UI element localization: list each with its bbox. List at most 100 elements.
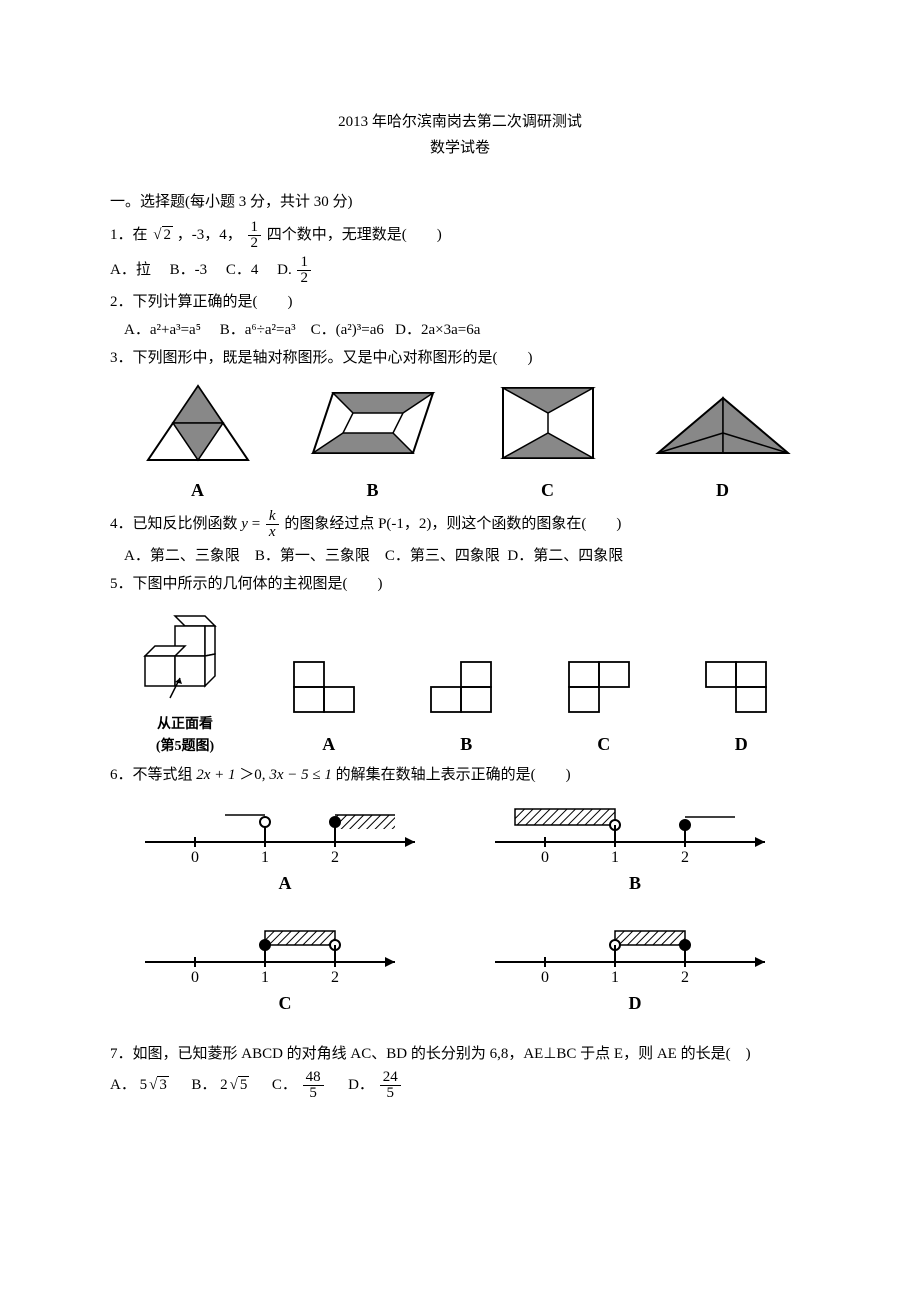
q2-optB: B．a⁶÷a²=a³ (220, 322, 296, 338)
cube-stack-icon (125, 606, 245, 706)
q1-optC: 4 (251, 262, 259, 278)
q3-label-B: B (285, 476, 460, 505)
q5-label-B: B (421, 730, 511, 759)
svg-text:0: 0 (541, 849, 549, 866)
q7-optB-sqrt: √5 (228, 1073, 250, 1097)
view-c-icon (559, 657, 649, 722)
q1-stem-mid: ，-3，4， (177, 227, 242, 243)
q1-optC-label: C． (226, 262, 251, 278)
view-a-icon (284, 657, 374, 722)
q1-optB: -3 (195, 262, 208, 278)
q6-ineq2: 3x − 5 ≤ 1 (269, 767, 332, 783)
q6-label-C: C (110, 989, 460, 1018)
question-2: 2．下列计算正确的是( ) (110, 290, 810, 314)
q2-optA: A．a²+a³=a⁵ (124, 322, 201, 338)
q7-optB-label: B． (191, 1077, 216, 1093)
q7-optB-coef: 2 (220, 1077, 228, 1093)
q3-fig-C (460, 378, 635, 472)
q3-label-D: D (635, 476, 810, 505)
q5-geometry: 从正面看 (第5题图) (110, 606, 260, 759)
numberline-a-icon: 0 1 2 (135, 797, 435, 867)
q6-label-A: A (110, 869, 460, 898)
question-6: 6．不等式组 2x + 1 ＞0, 3x − 5 ≤ 1 的解集在数轴上表示正确… (110, 763, 810, 787)
triangle-shape-icon (138, 378, 258, 468)
numberline-c-icon: 0 1 2 (135, 917, 435, 987)
question-7: 7．如图，已知菱形 ABCD 的对角线 AC、BD 的长分别为 6,8，AE⊥B… (110, 1042, 810, 1066)
q5-figures: 从正面看 (第5题图) A B (110, 606, 810, 759)
tick-0: 0 (191, 849, 199, 866)
q7-optA-coef: 5 (140, 1077, 148, 1093)
numberline-d-icon: 0 1 2 (485, 917, 785, 987)
q3-label-C: C (460, 476, 635, 505)
q1-optA-label: A． (110, 262, 136, 278)
q3-label-A: A (110, 476, 285, 505)
q6-fig-D: 0 1 2 D (460, 917, 810, 1018)
q6-fig-C: 0 1 2 C (110, 917, 460, 1018)
q1-stem-post: 四个数中，无理数是( ) (267, 227, 442, 243)
tick-2: 2 (331, 849, 339, 866)
q6-fig-A: 0 1 2 A (110, 797, 460, 898)
q4-y: y (241, 516, 248, 532)
q7-optA-label: A． (110, 1077, 136, 1093)
q6-stem-pre: 6．不等式组 (110, 767, 193, 783)
q4-optD: D．第二、四象限 (507, 548, 623, 564)
q1-optD-frac: 1 2 (297, 255, 311, 286)
q4-frac: k x (266, 509, 279, 540)
svg-text:0: 0 (541, 969, 549, 986)
parallelogram-shape-icon (303, 378, 443, 468)
q1-options: A．拉 B．-3 C．4 D. 1 2 (110, 255, 810, 286)
svg-text:0: 0 (191, 969, 199, 986)
section-heading: 一。选择题(每小题 3 分，共计 30 分) (110, 190, 810, 214)
question-3: 3．下列图形中，既是轴对称图形。又是中心对称图形的是( ) (110, 346, 810, 370)
svg-text:2: 2 (681, 969, 689, 986)
q4-stem-pre: 4．已知反比例函数 (110, 516, 238, 532)
q2-optD: D．2a×3a=6a (395, 322, 480, 338)
fraction-half: 1 2 (248, 220, 262, 251)
q7-optA-sqrt: √3 (147, 1073, 169, 1097)
q6-figures: 0 1 2 A (110, 797, 810, 1039)
q7-optC-label: C． (272, 1077, 297, 1093)
square-x-shape-icon (493, 378, 603, 468)
q7-optD-label: D． (348, 1077, 374, 1093)
q6-label-D: D (460, 989, 810, 1018)
q4-eq: = (248, 516, 264, 532)
q4-optB: B．第一、三象限 (255, 548, 370, 564)
q6-label-B: B (460, 869, 810, 898)
q7-optC-frac: 48 5 (303, 1070, 324, 1101)
q5-caption2: (第5题图) (110, 736, 260, 758)
q3-fig-D (635, 378, 810, 472)
q5-label-C: C (559, 730, 649, 759)
q3-fig-B (285, 378, 460, 472)
q5-label-D: D (696, 730, 786, 759)
q7-options: A． 5√3 B． 2√5 C． 48 5 D． 24 5 (110, 1070, 810, 1101)
sqrt-2: √2 (151, 223, 173, 247)
tick-1: 1 (261, 849, 269, 866)
q6-ineq1: 2x + 1 (196, 767, 235, 783)
q5-view-C: C (559, 657, 649, 759)
q5-caption1: 从正面看 (110, 714, 260, 736)
q6-stem-post: 的解集在数轴上表示正确的是( ) (336, 767, 571, 783)
view-d-icon (696, 657, 786, 722)
q2-options: A．a²+a³=a⁵ B．a⁶÷a²=a³ C．(a²)³=a6 D．2a×3a… (124, 318, 810, 342)
svg-text:1: 1 (261, 969, 269, 986)
page-title: 2013 年哈尔滨南岗去第二次调研测试 (110, 110, 810, 134)
q2-optC: C．(a²)³=a6 (311, 322, 384, 338)
question-4: 4．已知反比例函数 y = k x 的图象经过点 P(-1，2)，则这个函数的图… (110, 509, 810, 540)
q5-views: A B C (260, 657, 810, 759)
numberline-b-icon: 0 1 2 (485, 797, 785, 867)
q5-view-A: A (284, 657, 374, 759)
svg-text:1: 1 (611, 969, 619, 986)
page-subtitle: 数学试卷 (110, 136, 810, 160)
question-1: 1．在 √2 ，-3，4， 1 2 四个数中，无理数是( ) (110, 220, 810, 251)
q4-optA: A．第二、三象限 (124, 548, 240, 564)
q5-view-D: D (696, 657, 786, 759)
page: 2013 年哈尔滨南岗去第二次调研测试 数学试卷 一。选择题(每小题 3 分，共… (0, 0, 920, 1165)
q6-fig-B: 0 1 2 B (460, 797, 810, 898)
svg-text:2: 2 (331, 969, 339, 986)
q4-optC: C．第三、四象限 (385, 548, 500, 564)
svg-text:2: 2 (681, 849, 689, 866)
view-b-icon (421, 657, 511, 722)
question-5: 5．下图中所示的几何体的主视图是( ) (110, 572, 810, 596)
q1-stem-pre: 1．在 (110, 227, 148, 243)
q6-gt: ＞0, (239, 767, 269, 783)
